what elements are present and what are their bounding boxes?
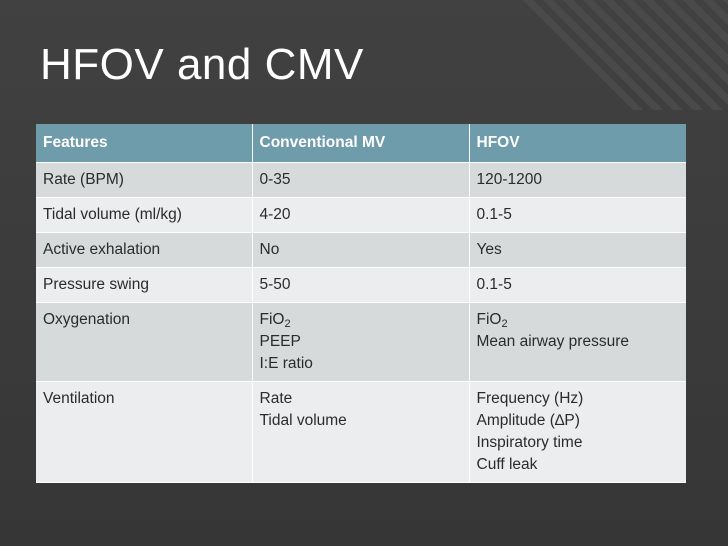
table-cell: Rate Tidal volume <box>252 381 470 483</box>
table-cell: 0.1-5 <box>469 197 686 233</box>
slide-title: HFOV and CMV <box>40 40 364 89</box>
cell-line: Frequency (Hz) <box>476 390 584 407</box>
fio-label: FiO <box>476 311 502 328</box>
table-row-ventilation: Ventilation Rate Tidal volume Frequency … <box>36 381 686 483</box>
header-features: Features <box>36 124 253 163</box>
table-cell: 4-20 <box>252 197 470 233</box>
header-hfov: HFOV <box>469 124 686 163</box>
fio-label: FiO <box>259 311 285 328</box>
table-row: Active exhalation No Yes <box>36 232 686 268</box>
table-row-oxygenation: Oxygenation FiO2 PEEP I:E ratio FiO2 Mea… <box>36 302 686 382</box>
table-cell: Oxygenation <box>36 302 253 382</box>
cell-line: Inspiratory time <box>476 434 583 451</box>
table-cell: 0.1-5 <box>469 267 686 303</box>
table-cell: Active exhalation <box>36 232 253 268</box>
table-cell: Yes <box>469 232 686 268</box>
table-cell: 120-1200 <box>469 162 686 198</box>
table-cell: No <box>252 232 470 268</box>
fio-subscript: 2 <box>501 318 508 330</box>
cell-line: Rate <box>259 390 293 407</box>
table-cell: Tidal volume (ml/kg) <box>36 197 253 233</box>
cell-line: Mean airway pressure <box>476 333 629 350</box>
table-cell: 5-50 <box>252 267 470 303</box>
table-cell: Pressure swing <box>36 267 253 303</box>
table-cell: FiO2 PEEP I:E ratio <box>252 302 470 382</box>
cell-line: Cuff leak <box>476 456 538 473</box>
fio2-text: FiO2 <box>260 309 462 331</box>
cell-line: I:E ratio <box>259 355 313 372</box>
comparison-table: Features Conventional MV HFOV Rate (BPM)… <box>36 124 686 483</box>
table-cell: Ventilation <box>36 381 253 483</box>
cell-line: Tidal volume <box>259 412 347 429</box>
cell-line: Amplitude (∆P) <box>476 412 580 429</box>
cell-line: PEEP <box>259 333 301 350</box>
fio2-text: FiO2 <box>477 309 680 331</box>
table-cell: Rate (BPM) <box>36 162 253 198</box>
table-row: Rate (BPM) 0-35 120-1200 <box>36 162 686 198</box>
table-cell: FiO2 Mean airway pressure <box>469 302 686 382</box>
fio-subscript: 2 <box>284 318 291 330</box>
table-cell: Frequency (Hz) Amplitude (∆P) Inspirator… <box>469 381 686 483</box>
decorative-stripes <box>508 0 728 110</box>
table-row: Pressure swing 5-50 0.1-5 <box>36 267 686 303</box>
table-cell: 0-35 <box>252 162 470 198</box>
header-conventional-mv: Conventional MV <box>252 124 470 163</box>
table-row: Tidal volume (ml/kg) 4-20 0.1-5 <box>36 197 686 233</box>
table-header-row: Features Conventional MV HFOV <box>36 124 686 163</box>
